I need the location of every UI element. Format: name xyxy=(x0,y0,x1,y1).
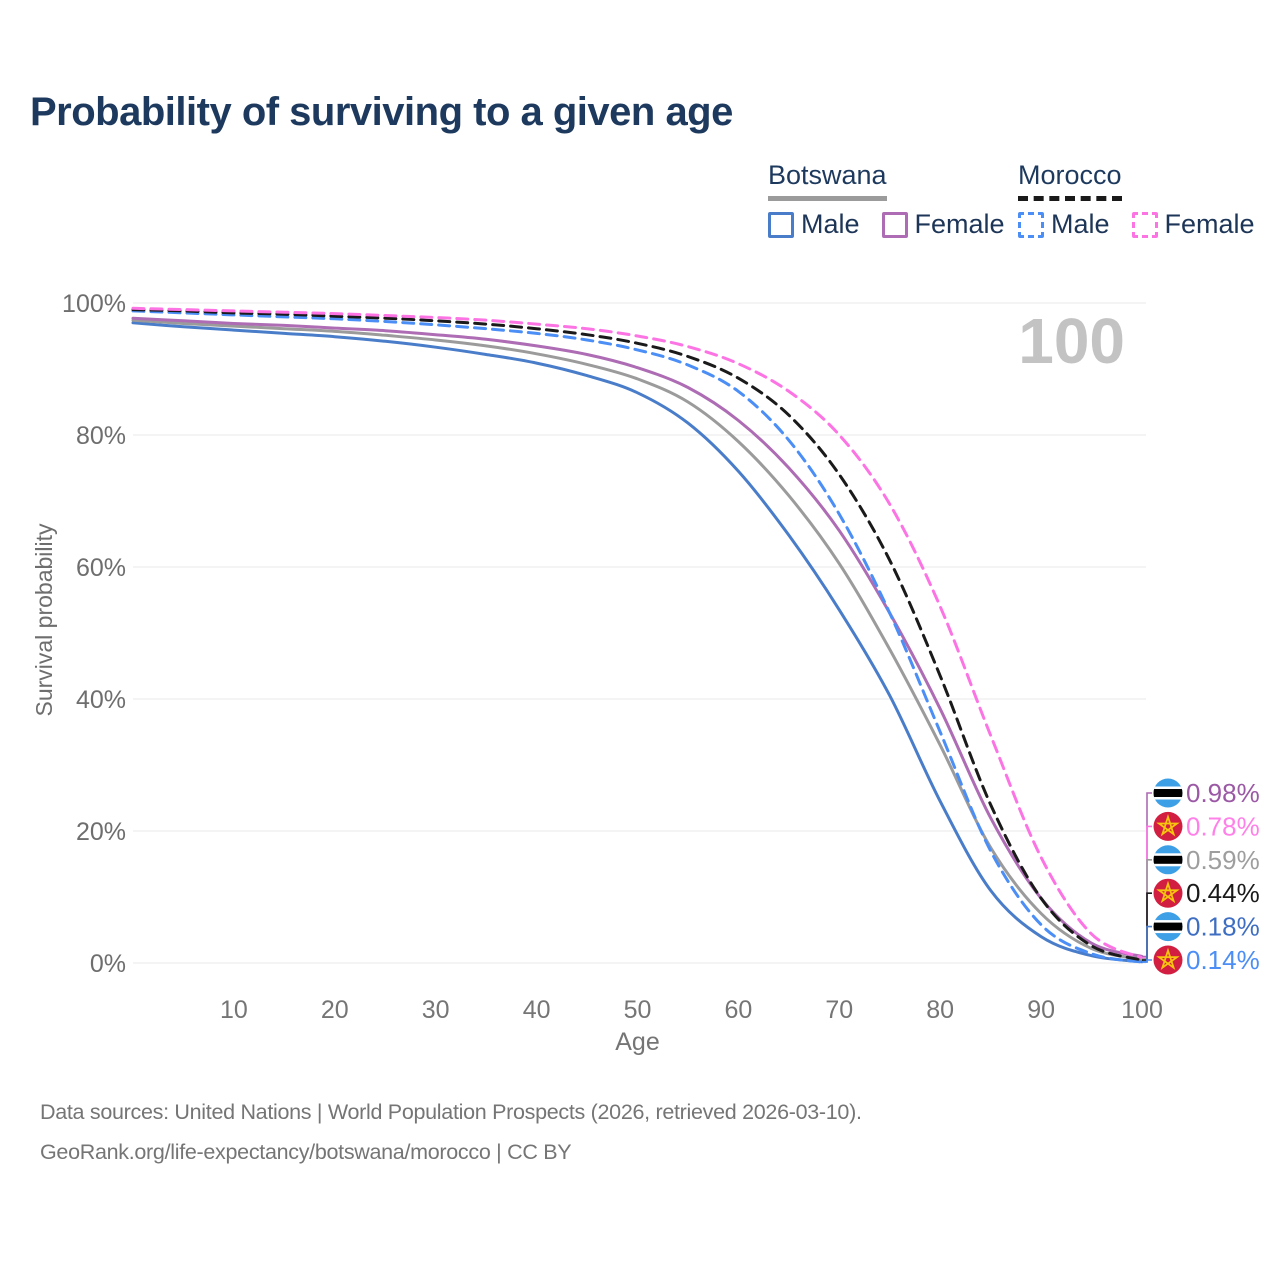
morocco-flag-star xyxy=(1156,813,1180,837)
legend-label-morocco-male: Male xyxy=(1051,209,1110,239)
end-label-ma_all: 0.44% xyxy=(1142,878,1260,961)
legend-label-botswana-male: Male xyxy=(801,209,860,239)
end-label-ma_female: 0.78% xyxy=(1142,811,1260,959)
y-tick-label: 80% xyxy=(76,422,126,450)
leader-line xyxy=(1142,959,1152,963)
legend-item-botswana-male[interactable]: Male xyxy=(768,209,860,240)
series-line-ma_female xyxy=(131,306,1144,960)
end-value-label: 0.98% xyxy=(1186,778,1260,808)
attribution-line: GeoRank.org/life-expectancy/botswana/mor… xyxy=(40,1140,572,1164)
morocco-flag-star xyxy=(1156,880,1180,904)
end-label-bw_female: 0.98% xyxy=(1142,778,1260,958)
end-value-label: 0.78% xyxy=(1186,811,1260,841)
botswana-flag-band xyxy=(1153,855,1183,864)
morocco-flag-icon xyxy=(1153,878,1183,908)
y-tick-label: 100% xyxy=(62,290,126,318)
legend-label-botswana-female: Female xyxy=(914,209,1005,239)
legend-swatch-botswana-male-icon xyxy=(768,211,794,238)
data-source-line: Data sources: United Nations | World Pop… xyxy=(40,1100,862,1124)
y-tick-label: 40% xyxy=(76,686,126,714)
legend-item-morocco-female[interactable]: Female xyxy=(1131,209,1255,240)
end-value-label: 0.59% xyxy=(1186,845,1260,875)
series-line-bw_female xyxy=(131,316,1144,958)
legend-item-morocco-male[interactable]: Male xyxy=(1018,209,1110,240)
series-line-ma_all xyxy=(131,308,1144,962)
end-value-label: 0.18% xyxy=(1186,912,1260,942)
x-tick-label: 50 xyxy=(624,996,652,1024)
y-tick-label: 20% xyxy=(76,818,126,846)
legend-swatch-botswana-female-icon xyxy=(881,211,908,238)
x-tick-label: 30 xyxy=(422,996,450,1024)
end-label-ma_male: 0.14% xyxy=(1142,945,1260,975)
legend-items-botswana: Male Female xyxy=(768,209,1005,240)
legend-group-botswana: Botswana Male Female xyxy=(768,160,1005,240)
x-tick-label: 70 xyxy=(825,996,853,1024)
hover-age-watermark: 100 xyxy=(1018,305,1125,377)
legend-swatch-morocco-female-icon xyxy=(1131,211,1158,238)
morocco-flag-icon xyxy=(1153,811,1183,841)
x-tick-label: 40 xyxy=(523,996,551,1024)
end-value-label: 0.44% xyxy=(1186,878,1260,908)
legend-items-morocco: Male Female xyxy=(1018,209,1255,240)
legend-item-botswana-female[interactable]: Female xyxy=(881,209,1005,240)
legend-label-morocco-female: Female xyxy=(1164,209,1255,239)
x-tick-label: 60 xyxy=(724,996,752,1024)
end-value-label: 0.14% xyxy=(1186,945,1260,975)
end-label-bw_all: 0.59% xyxy=(1142,845,1260,960)
morocco-flag-star xyxy=(1156,947,1180,971)
x-tick-label: 10 xyxy=(220,996,248,1024)
series-line-bw_male xyxy=(131,321,1144,964)
x-tick-label: 20 xyxy=(321,996,349,1024)
x-tick-label: 80 xyxy=(926,996,954,1024)
x-axis-title: Age xyxy=(615,1028,659,1056)
botswana-flag-band xyxy=(1153,789,1183,797)
legend-group-morocco: Morocco Male Female xyxy=(1018,160,1255,240)
legend-swatch-morocco-male-icon xyxy=(1018,211,1044,238)
x-tick-label: 100 xyxy=(1121,996,1163,1024)
page-title: Probability of surviving to a given age xyxy=(30,90,733,134)
y-tick-label: 60% xyxy=(76,554,126,582)
series-line-bw_all xyxy=(131,318,1144,961)
morocco-flag-icon xyxy=(1153,945,1183,975)
y-tick-label: 0% xyxy=(90,950,126,978)
legend-title-morocco: Morocco xyxy=(1018,160,1122,201)
y-axis-title: Survival probability xyxy=(31,523,57,717)
legend-title-botswana: Botswana xyxy=(768,160,887,201)
series-line-ma_male xyxy=(131,309,1144,964)
end-label-bw_male: 0.18% xyxy=(1142,912,1260,963)
botswana-flag-band xyxy=(1153,922,1183,931)
x-tick-label: 90 xyxy=(1027,996,1055,1024)
